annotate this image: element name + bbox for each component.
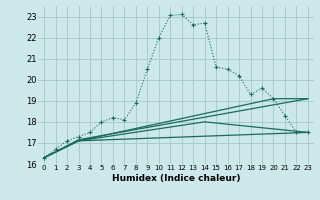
- X-axis label: Humidex (Indice chaleur): Humidex (Indice chaleur): [112, 174, 240, 183]
